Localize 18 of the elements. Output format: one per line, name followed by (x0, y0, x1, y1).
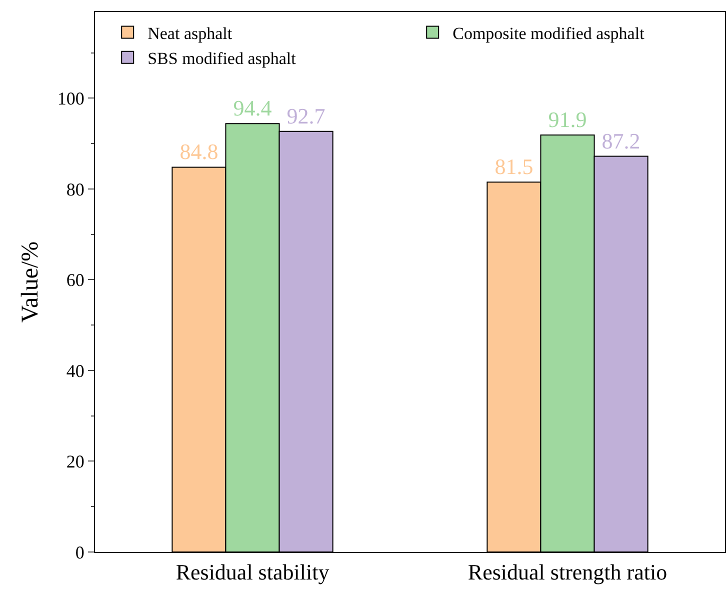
y-tick-label: 60 (66, 270, 84, 290)
data-label: 92.7 (286, 103, 326, 128)
data-label: 94.4 (233, 96, 272, 121)
x-tick-label: Residual stability (176, 559, 330, 584)
y-tick-label: 100 (57, 88, 84, 109)
legend-label: Composite modified asphalt (452, 24, 645, 43)
y-tick-label: 80 (66, 179, 84, 200)
legend-label: SBS modified asphalt (148, 48, 296, 68)
data-label: 84.8 (180, 139, 218, 164)
y-tick-label: 40 (66, 360, 84, 381)
y-axis-title: Value/% (18, 241, 44, 323)
y-tick-label: 0 (75, 542, 84, 562)
data-label: 87.2 (602, 128, 640, 154)
data-label: 91.9 (548, 106, 587, 132)
data-label: 81.5 (494, 154, 534, 180)
x-tick-label: Residual strength ratio (468, 559, 668, 584)
legend-label: Neat asphalt (148, 24, 232, 43)
y-tick-label: 20 (66, 452, 84, 472)
